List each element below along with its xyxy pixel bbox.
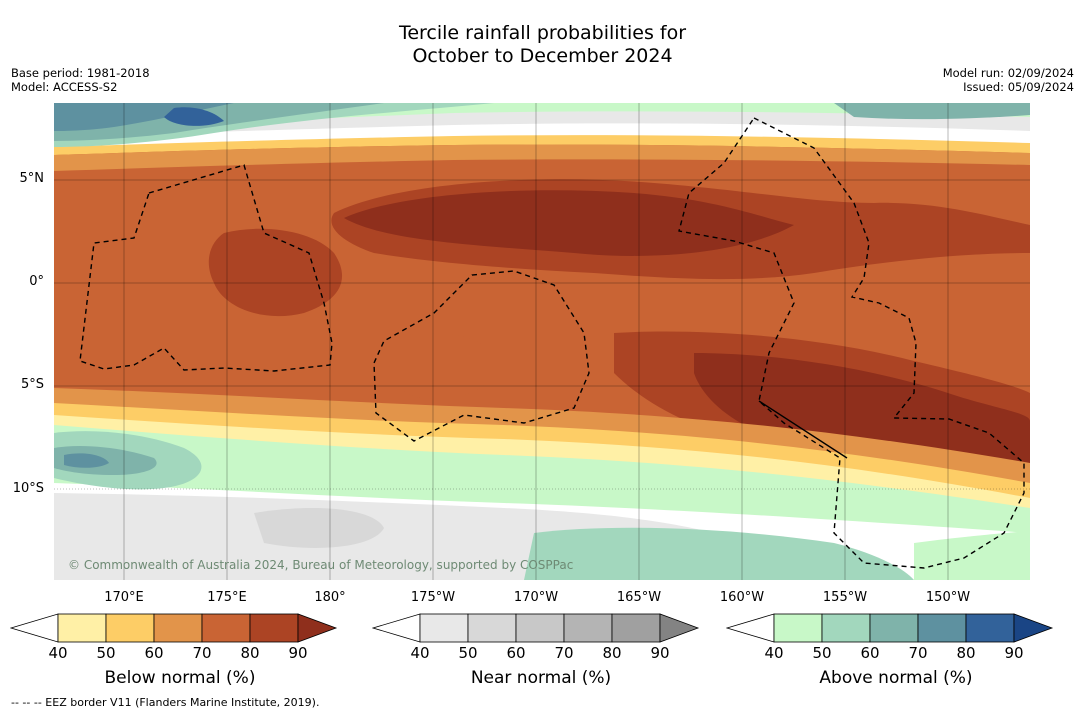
patch-below-80-west: [208, 228, 343, 317]
band-above-70-ne: [834, 103, 1030, 120]
patch-above-50-se: [914, 531, 1030, 580]
colorbar-segment: [869, 613, 919, 643]
colorbar-segment: [965, 613, 1015, 643]
lon-label-180: 180°: [314, 590, 346, 605]
lon-label-160w: 160°W: [719, 590, 765, 605]
colorbar-segment: [563, 613, 613, 643]
lon-label-155w: 155°W: [822, 590, 868, 605]
eez-footnote: -- -- -- EEZ border V11 (Flanders Marine…: [11, 696, 320, 709]
colorbar-tick-label: 70: [192, 644, 212, 662]
colorbar-extend-low: [726, 613, 775, 643]
colorbar-tick-label: 60: [860, 644, 880, 662]
core-below-90-north: [344, 190, 794, 256]
colorbar-segment: [611, 613, 661, 643]
colorbar-near-normal: [372, 613, 700, 643]
colorbar-extend-high: [1013, 613, 1054, 643]
meta-right: Model run: 02/09/2024 Issued: 05/09/2024: [943, 66, 1074, 94]
colorbar-near-normal-label: Near normal (%): [470, 668, 612, 688]
patch-above-60-south: [524, 527, 914, 580]
lon-label-170w: 170°W: [513, 590, 559, 605]
colorbar-tick-label: 80: [956, 644, 976, 662]
lat-label-5n: 5°N: [19, 171, 45, 186]
colorbar-segment: [419, 613, 469, 643]
colorbar-tick-label: 70: [554, 644, 574, 662]
issued-text: Issued: 05/09/2024: [963, 80, 1074, 94]
colorbar-tick-label: 40: [410, 644, 430, 662]
meta-left: Base period: 1981-2018 Model: ACCESS-S2: [11, 66, 150, 94]
colorbar-above-normal: [726, 613, 1054, 643]
colorbar-tick-label: 50: [812, 644, 832, 662]
colorbar-segment: [249, 613, 299, 643]
colorbar-segment: [105, 613, 155, 643]
patch-above-90-north: [164, 107, 224, 126]
colorbar-tick-label: 80: [602, 644, 622, 662]
colorbar-tick-label: 70: [908, 644, 928, 662]
eez-border-central: [373, 270, 590, 442]
band-below-60-north: [54, 144, 1030, 171]
colorbar-tick-label: 40: [764, 644, 784, 662]
colorbar-extend-high: [659, 613, 700, 643]
colorbar-tick-label: 80: [240, 644, 260, 662]
model-run-text: Model run: 02/09/2024: [942, 66, 1074, 80]
colorbar-extend-high: [297, 613, 338, 643]
colorbar-tick-label: 50: [458, 644, 478, 662]
colorbar-segment: [773, 613, 823, 643]
lon-label-175w: 175°W: [410, 590, 456, 605]
eez-border-east: [678, 117, 1025, 569]
lon-label-175e: 175°E: [207, 590, 247, 605]
map-title: Tercile rainfall probabilities for Octob…: [0, 22, 1085, 68]
patch-near-60-south: [254, 508, 384, 548]
patch-below-70-central: [389, 333, 495, 399]
eez-borders: [79, 117, 1025, 569]
colorbar-below-normal: [10, 613, 338, 643]
colorbar-tick-label: 90: [1004, 644, 1024, 662]
colorbar-segment: [515, 613, 565, 643]
model-text: Model: ACCESS-S2: [11, 80, 118, 94]
lat-label-10s: 10°S: [12, 481, 44, 496]
title-line-1: Tercile rainfall probabilities for: [398, 22, 687, 44]
colorbar-tick-label: 40: [48, 644, 68, 662]
colorbar-tick-label: 60: [506, 644, 526, 662]
colorbar-extend-low: [10, 613, 59, 643]
colorbar-segment: [57, 613, 107, 643]
colorbar-above-normal-label: Above normal (%): [819, 668, 973, 688]
colorbar-tick-label: 60: [144, 644, 164, 662]
colorbar-tick-label: 90: [650, 644, 670, 662]
base-period-text: Base period: 1981-2018: [11, 66, 150, 80]
colorbar-extend-low: [372, 613, 421, 643]
lat-label-0: 0°: [29, 274, 44, 289]
gridlines: [54, 103, 1030, 580]
eez-border-solid-segment: [758, 400, 848, 459]
copyright-text: © Commonwealth of Australia 2024, Bureau…: [68, 558, 574, 572]
lon-label-170e: 170°E: [104, 590, 144, 605]
colorbar-below-normal-label: Below normal (%): [104, 668, 256, 688]
lat-label-5s: 5°S: [20, 377, 44, 392]
title-line-2: October to December 2024: [412, 45, 673, 67]
colorbar-segment: [917, 613, 967, 643]
eez-border-west: [79, 164, 333, 372]
patch-above-80-west: [64, 453, 109, 468]
colorbar-tick-label: 90: [288, 644, 308, 662]
colorbar-tick-label: 50: [96, 644, 116, 662]
colorbar-segment: [201, 613, 251, 643]
rainfall-probability-map: [54, 103, 1030, 580]
lon-label-150w: 150°W: [925, 590, 971, 605]
colorbar-segment: [153, 613, 203, 643]
colorbar-segment: [821, 613, 871, 643]
colorbar-segment: [467, 613, 517, 643]
lon-label-165w: 165°W: [616, 590, 662, 605]
